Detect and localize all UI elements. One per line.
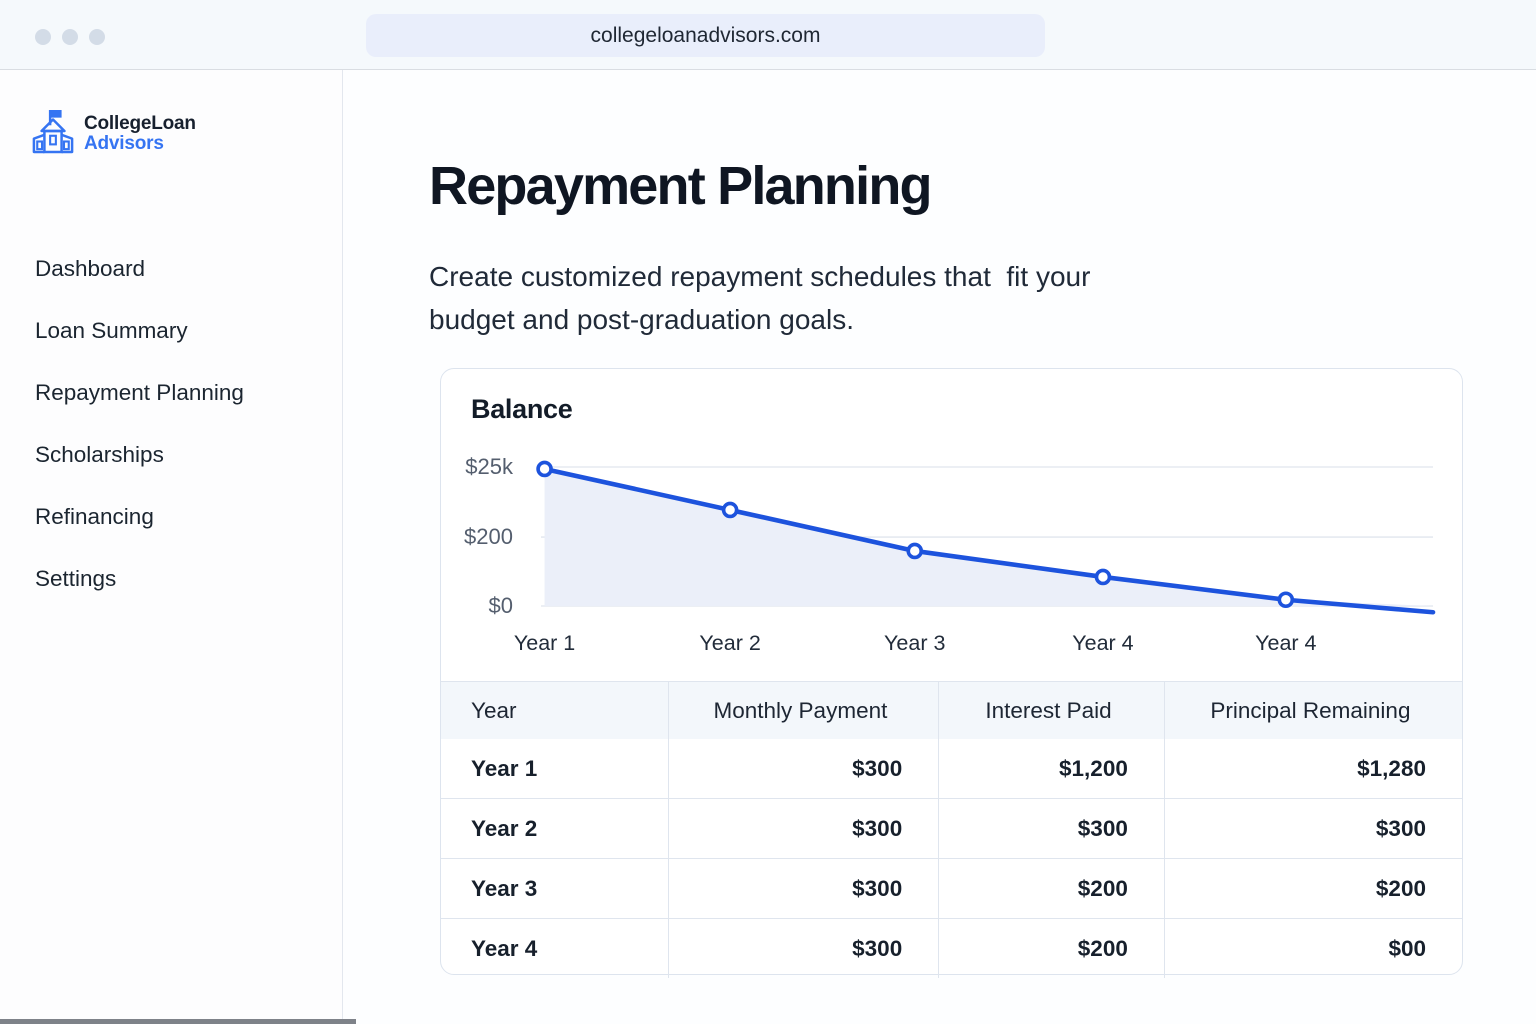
url-text: collegeloanadvisors.com [590,23,821,47]
data-point-marker [536,460,553,478]
table-row: Year 3 $300 $200 $200 [441,858,1462,918]
cell-monthly-payment: $300 [667,799,939,858]
schoolhouse-icon [32,106,74,161]
cell-principal-remaining: $1,280 [1163,739,1462,798]
y-axis-tick-label: $25k [465,454,513,479]
repayment-table: Year Monthly Payment Interest Paid Princ… [441,681,1462,978]
table-row: Year 4 $300 $200 $00 [441,918,1462,978]
x-axis-tick-label: Year 4 [1072,631,1134,655]
column-header-monthly-payment: Monthly Payment [667,682,939,739]
table-row: Year 2 $300 $300 $300 [441,798,1462,858]
page-subtitle: Create customized repayment schedules th… [429,261,1091,335]
sidebar-item-dashboard[interactable]: Dashboard [35,256,146,281]
balance-card: Balance $25k $200 $0 Year 1 Year 2 Year 3 Yea… [440,368,1463,978]
table-row: Year 1 $300 $1,200 $1,280 [441,739,1462,798]
x-axis-tick-label: Year 3 [884,631,946,655]
chart-x-axis: Year 1 Year 2 Year 3 Year 4 Year 4 [514,631,1433,661]
sidebar-item-repayment-planning[interactable]: Repayment Planning [35,380,244,405]
y-axis-tick-label: $200 [464,524,513,550]
cell-year: Year 2 [471,815,538,841]
x-axis-tick-label: Year 1 [513,631,576,655]
cell-interest-paid: $1,200 [938,739,1164,798]
x-axis-tick-label: Year 4 [1255,631,1317,655]
sidebar-item-refinancing[interactable]: Refinancing [35,504,154,529]
cell-interest-paid: $200 [938,919,1164,978]
sidebar-nav: Dashboard Loan Summary Repayment Plannin… [35,256,244,628]
window-control-dot[interactable] [89,29,105,45]
data-point-marker [906,542,924,560]
logo-text: CollegeLoan Advisors [84,114,196,153]
sidebar-item-scholarships[interactable]: Scholarships [35,442,164,467]
table-body: Year 1 $300 $1,200 $1,280 Year 2 $300 $3… [441,739,1462,978]
logo-line2: Advisors [84,132,164,154]
browser-topbar: collegeloanadvisors.com [0,0,1536,70]
logo: CollegeLoan Advisors [32,106,196,161]
y-axis-tick-label: $0 [488,593,513,618]
cell-year: Year 4 [471,935,538,961]
cell-principal-remaining: $00 [1163,919,1462,978]
chart-y-axis: $25k $200 $0 [441,454,527,618]
cell-monthly-payment: $300 [667,859,939,918]
chart-area-fill [544,468,1433,606]
horizontal-scrollbar[interactable] [0,1019,356,1024]
window-controls [35,29,105,45]
cell-principal-remaining: $300 [1163,799,1462,858]
cell-interest-paid: $200 [938,859,1164,918]
cell-monthly-payment: $300 [667,919,939,978]
column-header-year: Year [471,697,517,723]
cell-year: Year 1 [471,755,538,781]
chart-line [542,466,1436,615]
logo-line1: CollegeLoan [84,113,196,135]
sidebar: CollegeLoan Advisors Dashboard Loan Summ… [0,70,343,1024]
balance-chart [536,460,1436,615]
sidebar-item-settings[interactable]: Settings [35,566,117,591]
sidebar-item-loan-summary[interactable]: Loan Summary [35,318,188,343]
window-control-dot[interactable] [35,29,51,45]
data-point-marker [1277,591,1295,609]
cell-interest-paid: $300 [938,799,1164,858]
column-header-principal-remaining: Principal Remaining [1163,682,1462,739]
data-point-marker [721,501,739,519]
table-header-row: Year Monthly Payment Interest Paid Princ… [441,682,1462,739]
cell-principal-remaining: $200 [1163,859,1462,918]
url-bar[interactable]: collegeloanadvisors.com [366,14,1045,57]
cell-monthly-payment: $300 [667,739,939,798]
column-header-interest-paid: Interest Paid [938,682,1164,739]
main-content: Repayment Planning Create customized rep… [344,70,1536,1024]
window-control-dot[interactable] [62,29,78,45]
cell-year: Year 3 [471,875,538,901]
chart-title: Balance [471,394,573,424]
x-axis-tick-label: Year 2 [699,631,761,655]
data-point-marker [1094,568,1112,586]
page-title: Repayment Planning [429,156,933,216]
